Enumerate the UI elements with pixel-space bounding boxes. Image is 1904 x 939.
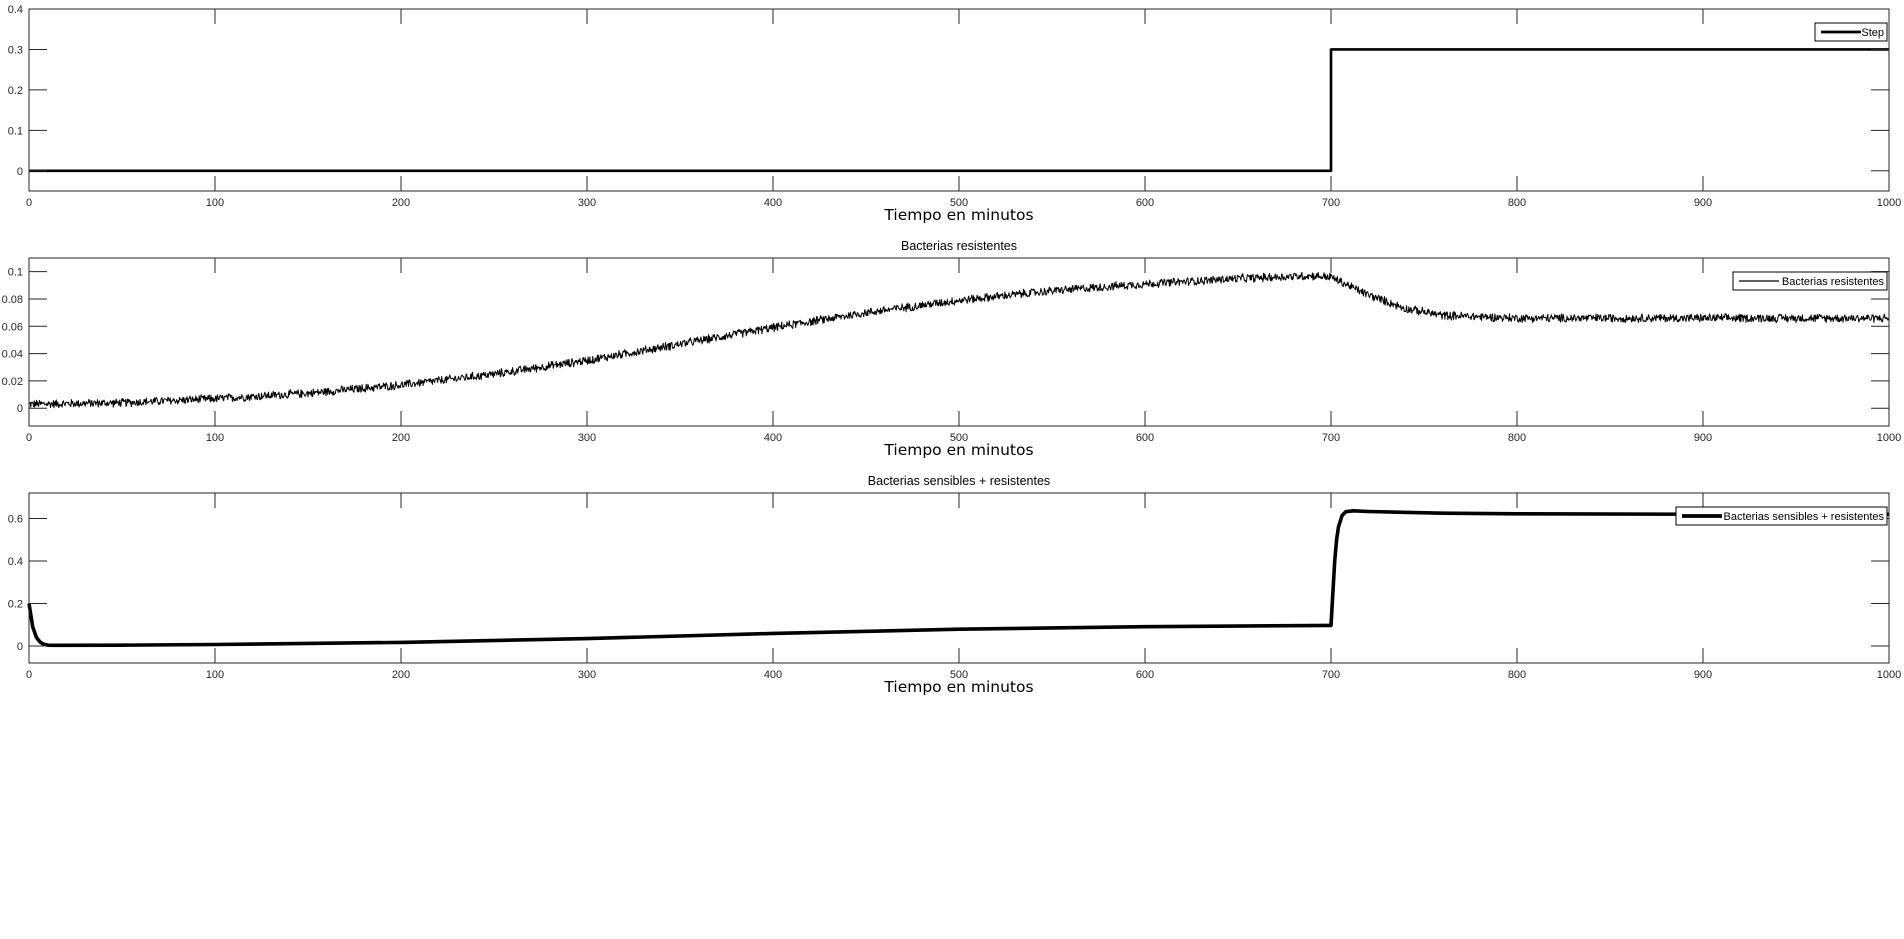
y-tick-label: 0.04 [2, 349, 23, 361]
y-tick-label: 0.4 [8, 4, 23, 16]
x-tick-label: 600 [1136, 432, 1154, 444]
x-tick-label: 100 [206, 432, 224, 444]
y-tick-label: 0 [17, 166, 23, 178]
y-tick-label: 0.4 [8, 556, 23, 568]
x-tick-label: 900 [1694, 669, 1712, 681]
x-tick-label: 500 [950, 432, 968, 444]
x-tick-label: 800 [1508, 669, 1526, 681]
x-tick-label: 800 [1508, 432, 1526, 444]
x-tick-label: 400 [764, 197, 782, 209]
x-tick-label: 300 [578, 197, 596, 209]
y-tick-label: 0 [17, 641, 23, 653]
x-tick-label: 600 [1136, 669, 1154, 681]
total-bacteria-subplot: Bacterias sensibles + resistentes 0 100 20… [8, 474, 1902, 696]
x-tick-label: 900 [1694, 197, 1712, 209]
x-tick-label: 700 [1322, 197, 1340, 209]
legend-label: Bacterias resistentes [1782, 276, 1885, 288]
x-tick-label: 200 [392, 197, 410, 209]
y-tick-label: 0.06 [2, 321, 23, 333]
y-tick-label: 0.3 [8, 44, 23, 56]
x-tick-label: 1000 [1877, 197, 1901, 209]
y-tick-label: 0.08 [2, 294, 23, 306]
legend-label: Step [1861, 27, 1884, 39]
x-tick-label: 0 [26, 669, 32, 681]
x-tick-label: 100 [206, 669, 224, 681]
x-tick-label: 400 [764, 432, 782, 444]
y-tick-label: 0.2 [8, 599, 23, 611]
x-tick-label: 200 [392, 432, 410, 444]
x-axis-label: Tiempo en minutos [883, 678, 1033, 696]
x-tick-label: 900 [1694, 432, 1712, 444]
x-tick-label: 0 [26, 197, 32, 209]
legend: Bacterias resistentes [1732, 271, 1888, 291]
legend: Step [1814, 22, 1888, 42]
y-tick-label: 0.1 [8, 125, 23, 137]
chart-title: Bacterias resistentes [901, 239, 1017, 253]
series-line [27, 509, 1889, 648]
x-tick-label: 400 [764, 669, 782, 681]
x-tick-label: 600 [1136, 197, 1154, 209]
x-tick-label: 1000 [1877, 432, 1901, 444]
x-tick-label: 100 [206, 197, 224, 209]
x-tick-label: 1000 [1877, 669, 1901, 681]
x-tick-label: 200 [392, 669, 410, 681]
series-line [29, 48, 1889, 173]
step-subplot: 0 100 200 300 400 500 600 700 800 900 1000 0 0.1 0.2 0… [8, 4, 1902, 224]
y-tick-label: 0.2 [8, 85, 23, 97]
x-tick-label: 0 [26, 432, 32, 444]
x-tick-label: 700 [1322, 669, 1340, 681]
y-tick-label: 0.1 [8, 267, 23, 279]
y-tick-label: 0.02 [2, 376, 23, 388]
x-axis-label: Tiempo en minutos [883, 441, 1033, 459]
x-tick-label: 300 [578, 432, 596, 444]
x-axis-label: Tiempo en minutos [883, 206, 1033, 224]
resistant-bacteria-subplot: Bacterias resistentes 0 100 200 300 400 500 60… [2, 239, 1902, 459]
y-tick-label: 0.6 [8, 514, 23, 526]
x-tick-label: 300 [578, 669, 596, 681]
x-tick-label: 800 [1508, 197, 1526, 209]
legend-label: Bacterias sensibles + resistentes [1724, 511, 1885, 523]
chart-title: Bacterias sensibles + resistentes [868, 474, 1050, 488]
x-tick-label: 700 [1322, 432, 1340, 444]
y-tick-label: 0 [17, 403, 23, 415]
x-tick-label: 500 [950, 669, 968, 681]
x-tick-label: 500 [950, 197, 968, 209]
series-line [28, 271, 1890, 409]
legend: Bacterias sensibles + resistentes [1675, 506, 1888, 526]
